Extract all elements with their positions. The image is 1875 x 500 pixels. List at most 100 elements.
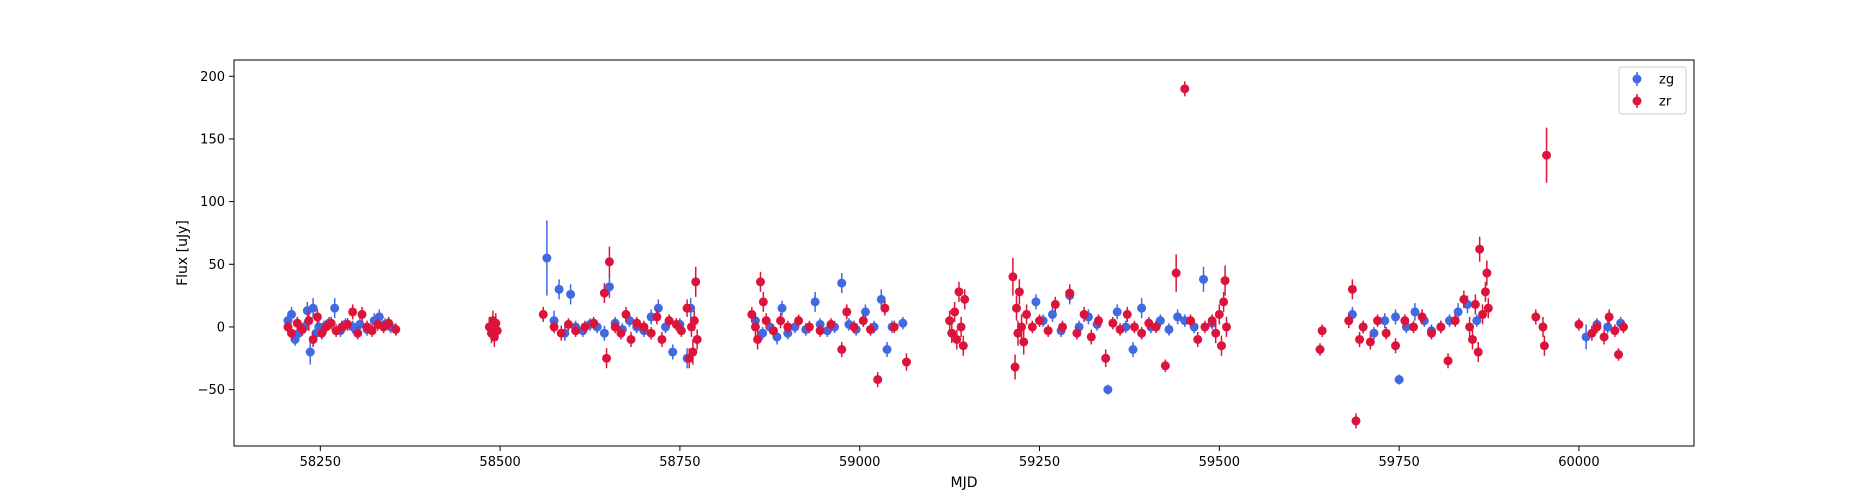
data-point xyxy=(1193,334,1203,344)
legend-label: zr xyxy=(1659,95,1672,110)
data-point xyxy=(305,347,315,357)
data-point xyxy=(308,334,318,344)
data-point xyxy=(837,278,847,288)
data-point xyxy=(755,277,765,287)
data-point xyxy=(691,277,701,287)
data-point xyxy=(1450,316,1460,326)
x-tick-label: 59500 xyxy=(1199,455,1240,470)
data-point xyxy=(1180,84,1190,94)
data-point xyxy=(538,309,548,319)
data-point xyxy=(688,347,698,357)
data-point xyxy=(1475,244,1485,254)
data-point xyxy=(761,316,771,326)
data-point xyxy=(1186,316,1196,326)
y-tick-label: 100 xyxy=(200,195,225,210)
data-point xyxy=(549,322,559,332)
data-point xyxy=(668,347,678,357)
data-point xyxy=(682,303,692,313)
data-point xyxy=(1137,328,1147,338)
data-point xyxy=(1050,299,1060,309)
data-point xyxy=(297,324,307,334)
data-point xyxy=(353,328,363,338)
data-point xyxy=(842,307,852,317)
data-point xyxy=(1144,318,1154,328)
data-point xyxy=(571,326,581,336)
data-point xyxy=(956,322,966,332)
data-point xyxy=(1538,322,1548,332)
data-point xyxy=(1599,332,1609,342)
data-point xyxy=(860,307,870,317)
data-point xyxy=(753,334,763,344)
data-point xyxy=(1108,318,1118,328)
data-point xyxy=(958,341,968,351)
data-point xyxy=(348,307,358,317)
data-point xyxy=(1164,324,1174,334)
x-tick-label: 59000 xyxy=(839,455,880,470)
data-point xyxy=(750,322,760,332)
data-point xyxy=(1351,416,1361,426)
data-point xyxy=(1065,288,1075,298)
legend-marker xyxy=(1632,74,1642,84)
data-point xyxy=(689,316,699,326)
data-point xyxy=(1103,385,1113,395)
data-point xyxy=(357,309,367,319)
legend-box xyxy=(1618,66,1687,115)
data-point xyxy=(1619,322,1629,332)
data-point xyxy=(1592,322,1602,332)
data-point xyxy=(849,322,859,332)
data-point xyxy=(1035,316,1045,326)
y-axis-label: Flux [uJy] xyxy=(175,220,191,286)
data-point xyxy=(954,287,964,297)
data-point xyxy=(604,282,614,292)
data-point xyxy=(1216,341,1226,351)
data-point xyxy=(783,322,793,332)
data-point xyxy=(804,322,814,332)
data-point xyxy=(1019,337,1029,347)
legend: zg zr xyxy=(1618,66,1687,115)
data-point xyxy=(330,303,340,313)
data-point xyxy=(1472,316,1482,326)
data-point xyxy=(1539,341,1549,351)
y-tick-label: −50 xyxy=(198,383,225,398)
data-point xyxy=(1409,322,1419,332)
y-axis: −50 0 50 100 150 200 xyxy=(198,70,234,398)
data-point xyxy=(657,334,667,344)
data-point xyxy=(1587,328,1597,338)
data-point xyxy=(599,328,609,338)
data-point xyxy=(639,322,649,332)
data-point xyxy=(858,316,868,326)
data-point xyxy=(1047,309,1057,319)
data-point xyxy=(1137,303,1147,313)
data-point xyxy=(491,318,501,328)
data-point xyxy=(610,322,620,332)
data-point xyxy=(794,316,804,326)
data-point xyxy=(391,324,401,334)
data-point xyxy=(1531,312,1541,322)
series-zr xyxy=(283,81,1629,429)
data-point xyxy=(355,319,365,329)
data-point xyxy=(602,353,612,363)
data-point xyxy=(950,307,960,317)
data-point xyxy=(374,312,384,322)
plot-frame xyxy=(233,59,1695,447)
data-point xyxy=(1369,328,1379,338)
data-point xyxy=(384,318,394,328)
data-point xyxy=(1410,307,1420,317)
data-point xyxy=(1443,356,1453,366)
data-point xyxy=(901,357,911,367)
data-point xyxy=(1478,309,1488,319)
data-point xyxy=(317,328,327,338)
data-point xyxy=(292,318,302,328)
data-point xyxy=(1079,309,1089,319)
data-point xyxy=(1220,276,1230,286)
data-point xyxy=(1086,332,1096,342)
data-point xyxy=(621,309,631,319)
data-point xyxy=(1219,297,1229,307)
data-point xyxy=(604,257,614,267)
data-point xyxy=(1027,322,1037,332)
data-point xyxy=(1031,297,1041,307)
data-point xyxy=(898,318,908,328)
data-point xyxy=(1482,268,1492,278)
